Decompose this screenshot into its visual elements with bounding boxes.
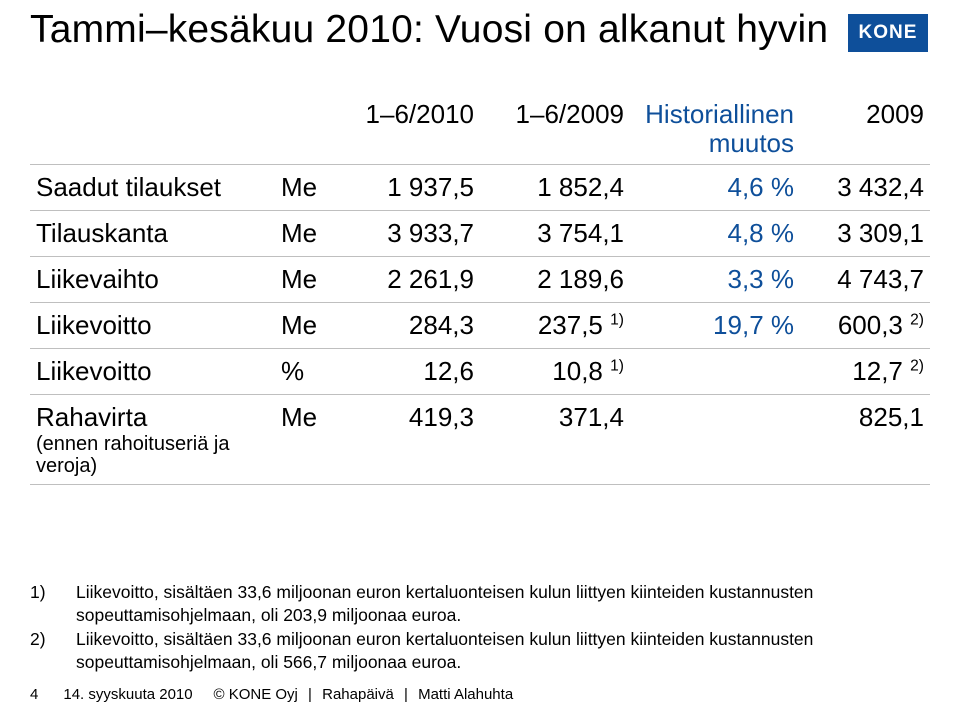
col-unit [275,93,330,165]
cell: 284,3 [330,303,480,349]
col-hist: Historiallinen muutos [630,93,800,165]
cell-sup: 2) [910,311,924,328]
cell-hist: 4,8 % [630,211,800,257]
row-label: Liikevoitto [30,303,275,349]
row-unit: Me [275,395,330,485]
cell-hist: 4,6 % [630,165,800,211]
footnote-text: Liikevoitto, sisältäen 33,6 miljoonan eu… [76,628,948,673]
table-row: Liikevaihto Me 2 261,9 2 189,6 3,3 % 4 7… [30,257,930,303]
row-unit: Me [275,165,330,211]
cell-value: 600,3 [838,310,903,340]
cell: 3 933,7 [330,211,480,257]
cell: 2 261,9 [330,257,480,303]
row-unit: % [275,349,330,395]
cell-hist [630,349,800,395]
title-row: Tammi–kesäkuu 2010: Vuosi on alkanut hyv… [30,8,930,53]
row-label: Saadut tilaukset [30,165,275,211]
slide: Tammi–kesäkuu 2010: Vuosi on alkanut hyv… [0,0,960,709]
cell: 12,7 2) [800,349,930,395]
cell-hist: 3,3 % [630,257,800,303]
footer-page: 4 [30,686,38,703]
cell: 825,1 [800,395,930,485]
table-row: Tilauskanta Me 3 933,7 3 754,1 4,8 % 3 3… [30,211,930,257]
row-unit: Me [275,257,330,303]
cell: 10,8 1) [480,349,630,395]
cell-hist [630,395,800,485]
footer-sep: | [404,686,408,703]
cell: 1 852,4 [480,165,630,211]
footnotes: 1) Liikevoitto, sisältäen 33,6 miljoonan… [30,581,948,675]
cell: 4 743,7 [800,257,930,303]
cell: 600,3 2) [800,303,930,349]
kone-logo-text: KONE [859,22,918,44]
footer-event: Rahapäivä [322,686,394,703]
col-blank [30,93,275,165]
cell-sup: 1) [610,357,624,374]
table-row: Rahavirta (ennen rahoituseriä ja veroja)… [30,395,930,485]
table-row: Liikevoitto % 12,6 10,8 1) 12,7 2) [30,349,930,395]
cell: 419,3 [330,395,480,485]
row-unit: Me [275,211,330,257]
row-label: Liikevaihto [30,257,275,303]
cell: 3 754,1 [480,211,630,257]
row-unit: Me [275,303,330,349]
col-fy2009: 2009 [800,93,930,165]
footnote-text: Liikevoitto, sisältäen 33,6 miljoonan eu… [76,581,948,626]
cell: 237,5 1) [480,303,630,349]
cell-value: 12,7 [852,356,903,386]
cell-value: 237,5 [538,310,603,340]
row-label: Rahavirta (ennen rahoituseriä ja veroja) [30,395,275,485]
footnote-2: 2) Liikevoitto, sisältäen 33,6 miljoonan… [30,628,948,673]
col-hist-line2: muutos [709,128,794,158]
footer-sep: | [308,686,312,703]
cell: 1 937,5 [330,165,480,211]
cell: 3 432,4 [800,165,930,211]
table-header-row: 1–6/2010 1–6/2009 Historiallinen muutos … [30,93,930,165]
table-row: Liikevoitto Me 284,3 237,5 1) 19,7 % 600… [30,303,930,349]
cell-hist: 19,7 % [630,303,800,349]
cell: 3 309,1 [800,211,930,257]
footer: 4 14. syyskuuta 2010 © KONE Oyj | Rahapä… [30,686,513,703]
footer-copyright: © KONE Oyj [213,686,297,703]
row-label-main: Rahavirta [36,402,147,432]
footnote-1: 1) Liikevoitto, sisältäen 33,6 miljoonan… [30,581,948,626]
table-row: Saadut tilaukset Me 1 937,5 1 852,4 4,6 … [30,165,930,211]
cell: 2 189,6 [480,257,630,303]
cell-value: 10,8 [552,356,603,386]
row-label: Liikevoitto [30,349,275,395]
financial-table: 1–6/2010 1–6/2009 Historiallinen muutos … [30,93,930,485]
footnote-num: 2) [30,628,52,673]
col-2010: 1–6/2010 [330,93,480,165]
page-title: Tammi–kesäkuu 2010: Vuosi on alkanut hyv… [30,8,828,53]
row-label: Tilauskanta [30,211,275,257]
cell: 12,6 [330,349,480,395]
row-sublabel: (ennen rahoituseriä ja veroja) [36,433,269,477]
footer-date: 14. syyskuuta 2010 [63,686,192,703]
kone-logo: KONE [848,14,928,52]
col-hist-line1: Historiallinen [645,99,794,129]
cell-sup: 1) [610,311,624,328]
footnote-num: 1) [30,581,52,626]
cell-sup: 2) [910,357,924,374]
footer-author: Matti Alahuhta [418,686,513,703]
cell: 371,4 [480,395,630,485]
col-2009: 1–6/2009 [480,93,630,165]
